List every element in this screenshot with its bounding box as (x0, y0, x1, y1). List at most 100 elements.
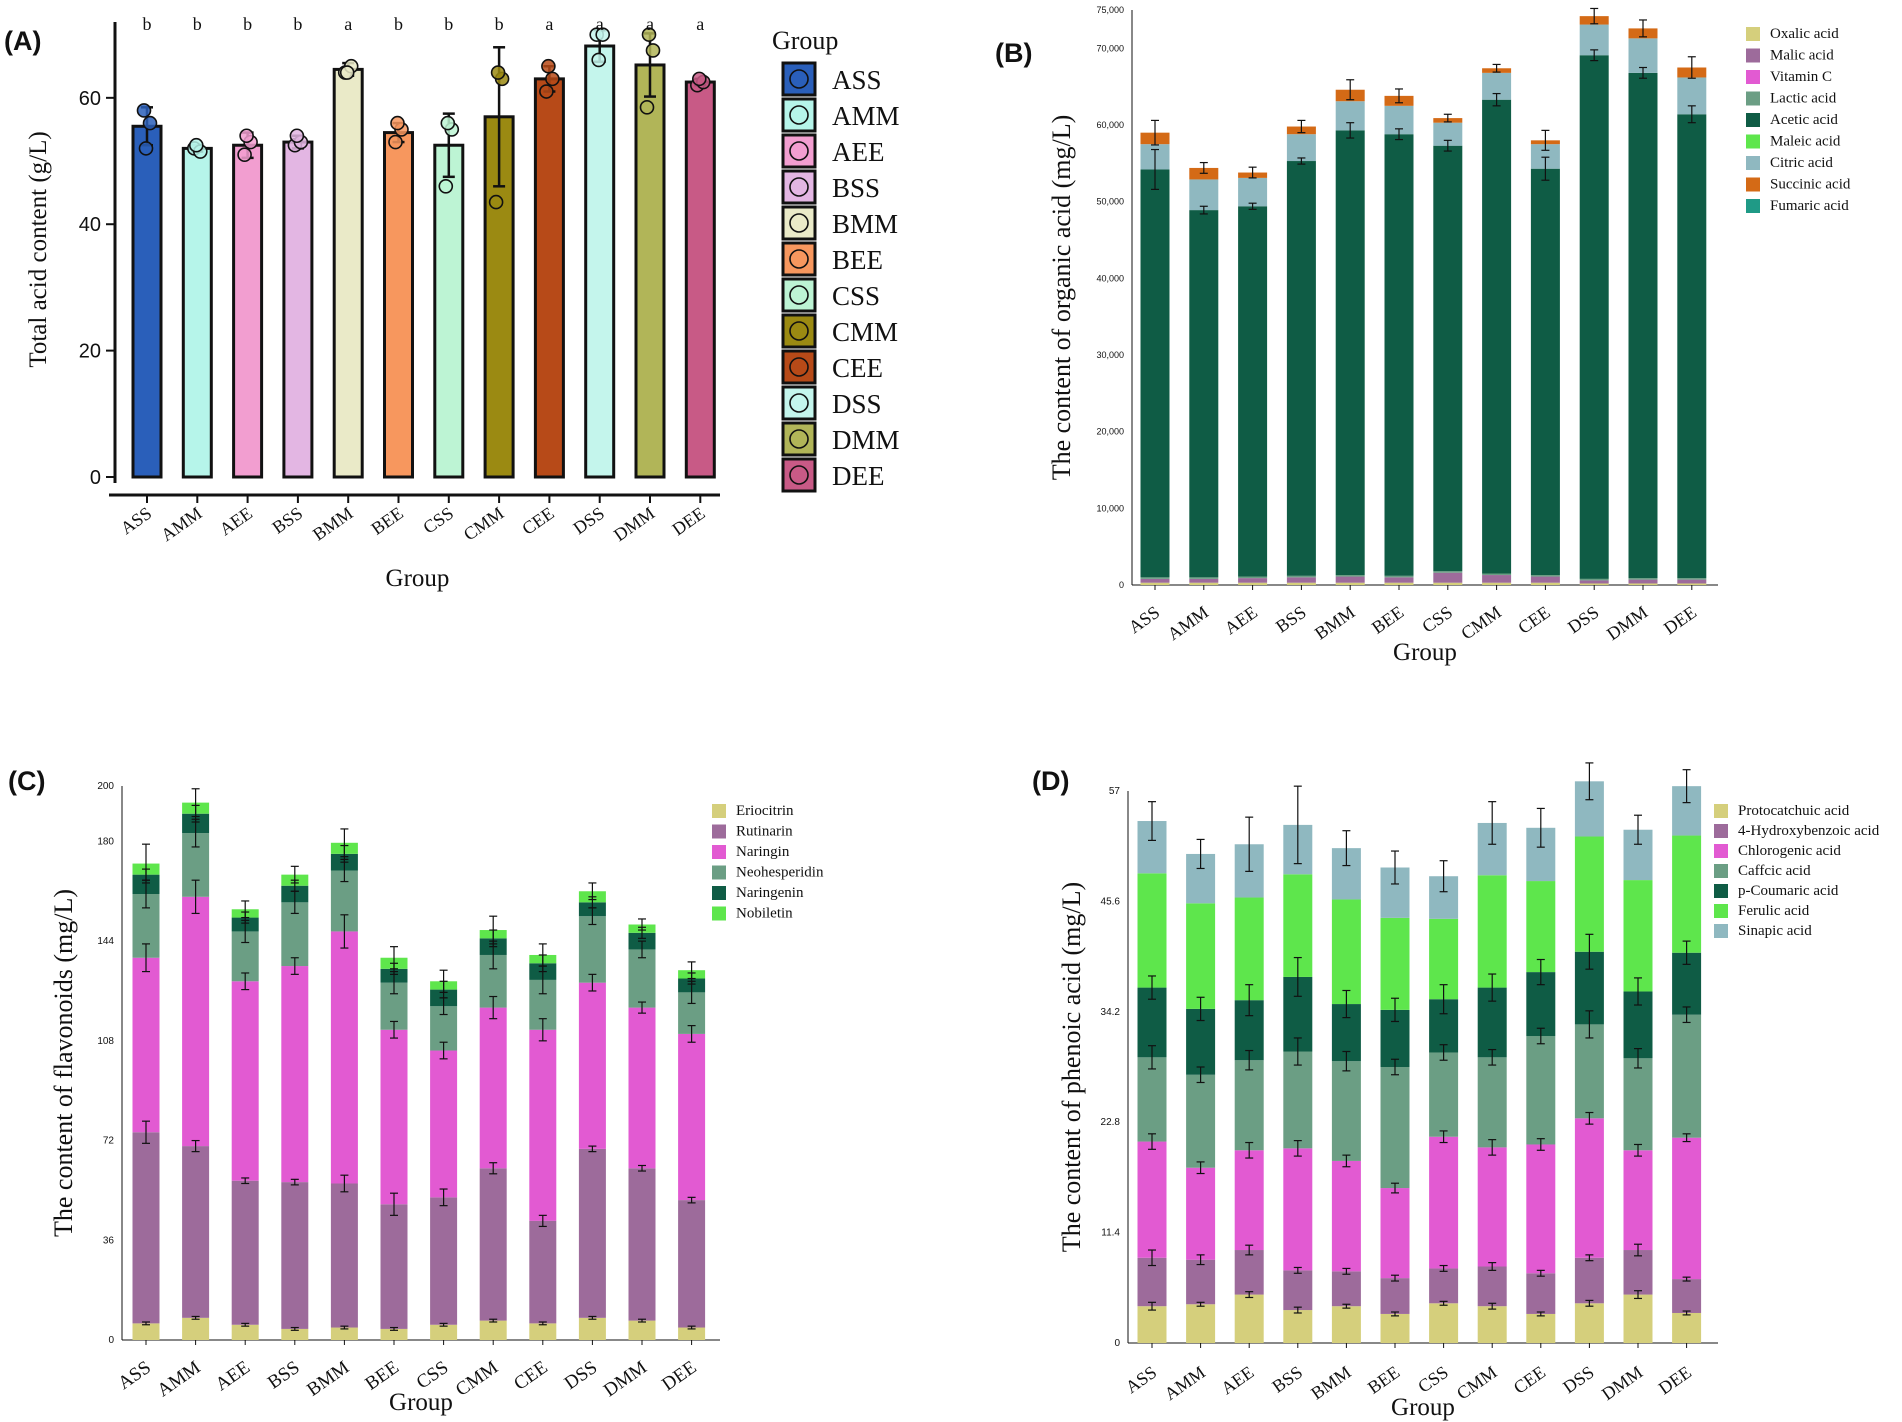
bar-segment-ferulic-acid (1672, 835, 1702, 953)
bar-segment-neohesperidin (628, 949, 656, 1008)
legend-swatch (1714, 824, 1728, 838)
bar-stack-BSS (1283, 785, 1313, 1343)
significance-label: a (696, 14, 704, 34)
x-tick-label: AMM (154, 1357, 205, 1402)
bar-stack-ASS (1140, 119, 1170, 585)
bar-segment-lactic-acid (1384, 575, 1414, 578)
bar-segment-rutinarin (231, 1180, 259, 1325)
y-tick-label: 20 (79, 341, 101, 363)
data-point (639, 100, 655, 115)
legend-label: p-Coumaric acid (1738, 883, 1839, 899)
legend-label: Naringin (736, 844, 790, 860)
bar-DSS (584, 44, 616, 479)
x-tick-label: BSS (264, 1357, 304, 1394)
x-tick-label: CSS (1414, 1362, 1452, 1397)
x-tick-label: CSS (1418, 602, 1456, 637)
bar-segment-caffcic-acid (1137, 1057, 1167, 1142)
y-tick-label: 36 (103, 1235, 115, 1246)
x-axis-title: Group (1391, 1394, 1455, 1421)
y-tick-label: 30,000 (1096, 350, 1124, 360)
x-tick-label: CMM (1457, 602, 1505, 644)
bar-segment-chlorogenic-acid (1137, 1141, 1167, 1258)
legend-marker (789, 141, 809, 161)
bar-segment-eriocitrin (479, 1320, 507, 1340)
bar-segment-lactic-acid (1238, 576, 1268, 579)
bar-segment-protocatchuic-acid (1331, 1306, 1361, 1343)
legend-label: Protocatchuic acid (1738, 803, 1850, 819)
bar-segment-oxalic-acid (1189, 582, 1219, 585)
data-point (239, 128, 254, 144)
legend-marker (789, 249, 809, 269)
legend-label: BMM (832, 209, 898, 239)
bar-segment-acetic-acid (1677, 114, 1707, 579)
panel-label: (D) (1032, 766, 1069, 796)
panel-label: (C) (8, 766, 45, 796)
bar-segment-naringin (529, 1029, 557, 1221)
bar-segment-oxalic-acid (1140, 582, 1170, 585)
x-tick-label: CMM (460, 503, 508, 545)
legend-swatch (1746, 91, 1760, 106)
bar-segment-ferulic-acid (1234, 897, 1264, 1001)
y-tick-label: 60 (79, 88, 101, 110)
bar-segment-chlorogenic-acid (1526, 1144, 1556, 1274)
bar-segment-malic-acid (1286, 577, 1316, 583)
bar-stack-DEE (1677, 56, 1707, 585)
bar-stack-CSS (1429, 860, 1459, 1343)
bar-segment-protocatchuic-acid (1234, 1294, 1264, 1343)
bar-segment-caffcic-acid (1672, 1014, 1702, 1138)
legend-swatch (1746, 199, 1760, 213)
legend-label: Caffcic acid (1738, 863, 1811, 879)
x-tick-label: BMM (1311, 602, 1359, 644)
bar-segment-eriocitrin (578, 1317, 606, 1340)
legend-swatch (781, 349, 817, 385)
bar-segment-4-hydroxybenzoic-acid (1623, 1250, 1653, 1295)
bar-segment-acetic-acid (1335, 130, 1365, 576)
legend: Group ASS AMM AEE BSS BMM BEE CSS CMM CEE DSS DMM DE… (772, 26, 900, 493)
legend-marker (789, 429, 809, 449)
bar-segment-chlorogenic-acid (1283, 1148, 1313, 1271)
bar-segment-ferulic-acid (1526, 881, 1556, 973)
x-tick-label: CEE (518, 503, 557, 539)
y-tick-label: 200 (97, 781, 114, 792)
legend-label: Acetic acid (1770, 112, 1838, 128)
bar-stack-AMM (1186, 838, 1216, 1343)
x-tick-label: AEE (216, 503, 256, 539)
legend-swatch (1714, 904, 1728, 918)
bar-segment-4-hydroxybenzoic-acid (1574, 1257, 1604, 1304)
significance-label: b (394, 14, 403, 34)
x-tick-label: DSS (1559, 1362, 1598, 1397)
bar-segment-protocatchuic-acid (1283, 1310, 1313, 1343)
bar-stack-AMM (182, 788, 210, 1340)
legend-label: CEE (832, 353, 883, 383)
legend-swatch (781, 313, 817, 349)
bar-stack-ASS (132, 843, 160, 1340)
data-point (388, 134, 403, 150)
legend-label: BSS (832, 173, 880, 203)
x-tick-label: ASS (117, 503, 156, 538)
bar-segment-acetic-acid (1579, 55, 1609, 579)
y-tick-label: 108 (97, 1036, 114, 1047)
bar-stack-DMM (1623, 814, 1653, 1343)
bar-segment-rutinarin (430, 1197, 458, 1325)
bar-segment-4-hydroxybenzoic-acid (1526, 1273, 1556, 1314)
bar-segment-4-hydroxybenzoic-acid (1429, 1268, 1459, 1304)
legend-label: Naringenin (736, 885, 804, 901)
bar-segment-malic-acid (1579, 580, 1609, 584)
x-tick-label: BMM (309, 503, 357, 545)
bar-stack-BMM (330, 828, 358, 1340)
legend-swatch (712, 886, 726, 900)
panel-b: 0 10,000 20,000 30,000 40,000 50,000 60,000 70,… (995, 5, 1851, 666)
legend-swatch (1714, 884, 1728, 898)
data-point (142, 115, 158, 131)
bar-segment-4-hydroxybenzoic-acid (1283, 1270, 1313, 1311)
bar-segment-rutinarin (529, 1220, 557, 1324)
y-tick-label: 57 (1109, 786, 1121, 797)
significance-label: b (243, 14, 252, 34)
legend-label: Malic acid (1770, 48, 1834, 64)
significance-label: b (193, 14, 202, 34)
bar-stack-DSS (1574, 762, 1604, 1343)
bar-segment-lactic-acid (1530, 575, 1560, 577)
bar-stack-DEE (678, 961, 706, 1340)
x-tick-label: CMM (452, 1357, 502, 1401)
